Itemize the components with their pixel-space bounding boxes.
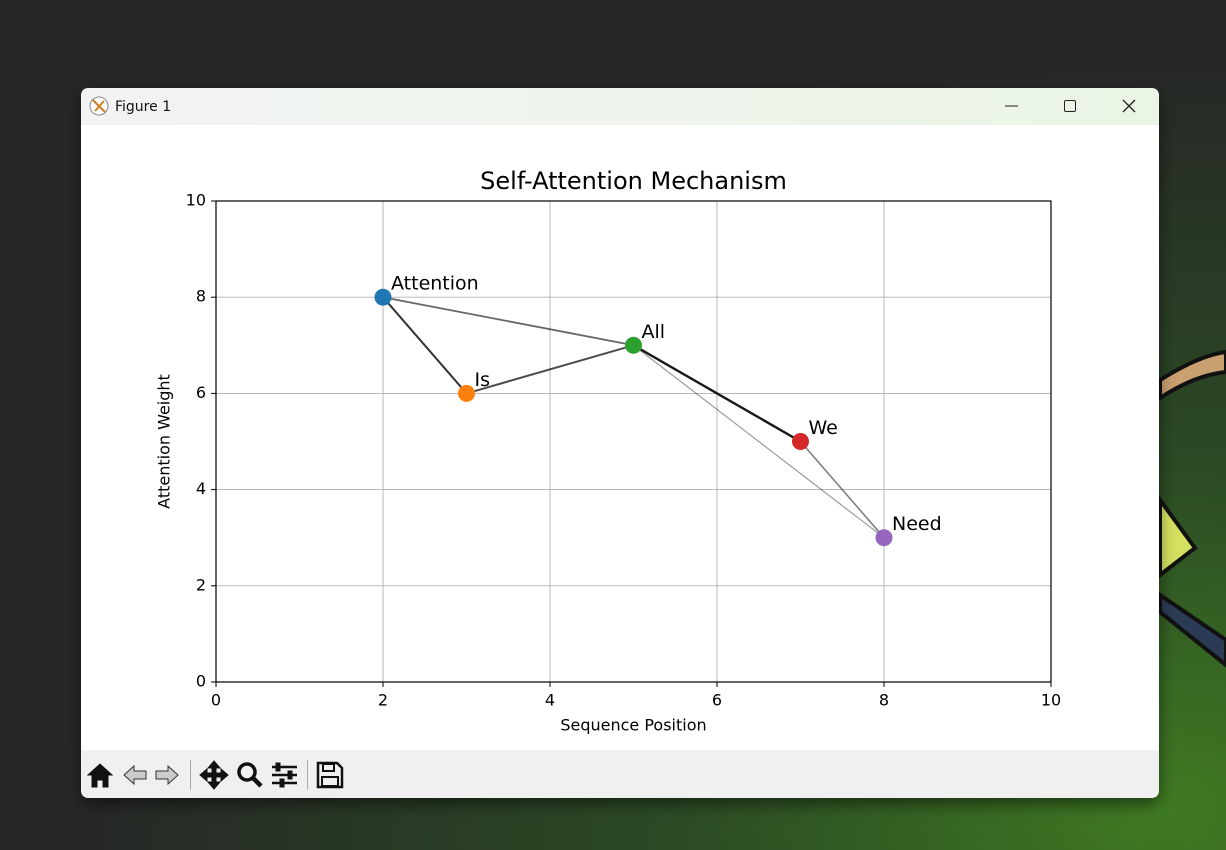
attention-edge	[632, 344, 802, 443]
point-label: Is	[475, 369, 491, 391]
point-label: We	[809, 417, 838, 439]
window-title: Figure 1	[115, 99, 171, 115]
maximize-button[interactable]	[1064, 100, 1076, 112]
forward-button[interactable]	[155, 764, 179, 786]
attention-edge	[466, 344, 634, 395]
close-button[interactable]	[1122, 99, 1136, 113]
point	[875, 529, 893, 547]
x-tick-label: 10	[1041, 691, 1061, 710]
x-tick-label: 0	[211, 691, 221, 710]
x-tick-label: 8	[879, 691, 889, 710]
pan-button[interactable]	[199, 760, 229, 790]
toolbar	[81, 750, 1159, 798]
chart-title: Self-Attention Mechanism	[480, 167, 787, 195]
wallpaper-shape	[1158, 591, 1226, 668]
point-label: Attention	[391, 273, 479, 295]
x-tick-label: 6	[712, 691, 722, 710]
x-tick-label: 4	[545, 691, 555, 710]
plot: Self-Attention Mechanism 0 2 4 6 8 10 0 2 4 6 8 10 Se…	[155, 167, 1062, 735]
y-tick-label: 6	[196, 383, 206, 402]
point-label: All	[642, 321, 666, 343]
y-axis-label: Attention Weight	[155, 374, 174, 509]
axes-frame	[215, 200, 1052, 683]
attention-edge	[382, 296, 634, 347]
save-button[interactable]	[316, 761, 344, 789]
y-tick-label: 0	[196, 672, 206, 691]
y-tick-label: 4	[196, 479, 206, 498]
y-tick-label: 8	[196, 287, 206, 306]
attention-edge	[633, 344, 885, 539]
attention-edge	[799, 440, 885, 539]
title-bar	[81, 88, 1159, 125]
point	[458, 384, 475, 402]
x-axis-label: Sequence Position	[560, 716, 706, 735]
point	[625, 336, 642, 354]
app-icon	[89, 96, 109, 116]
x-tick-label: 2	[378, 691, 388, 710]
attention-edge	[382, 296, 468, 395]
point-label: Need	[892, 513, 942, 535]
wallpaper-shape	[1158, 493, 1198, 580]
point	[374, 288, 392, 306]
zoom-button[interactable]	[237, 762, 263, 788]
configure-button[interactable]	[272, 762, 297, 788]
y-tick-label: 10	[186, 191, 206, 210]
window	[81, 88, 1159, 798]
point	[792, 433, 809, 450]
y-tick-label: 2	[196, 575, 206, 594]
wallpaper-shape	[1158, 349, 1226, 402]
home-button[interactable]	[86, 763, 114, 788]
back-button[interactable]	[123, 764, 147, 786]
